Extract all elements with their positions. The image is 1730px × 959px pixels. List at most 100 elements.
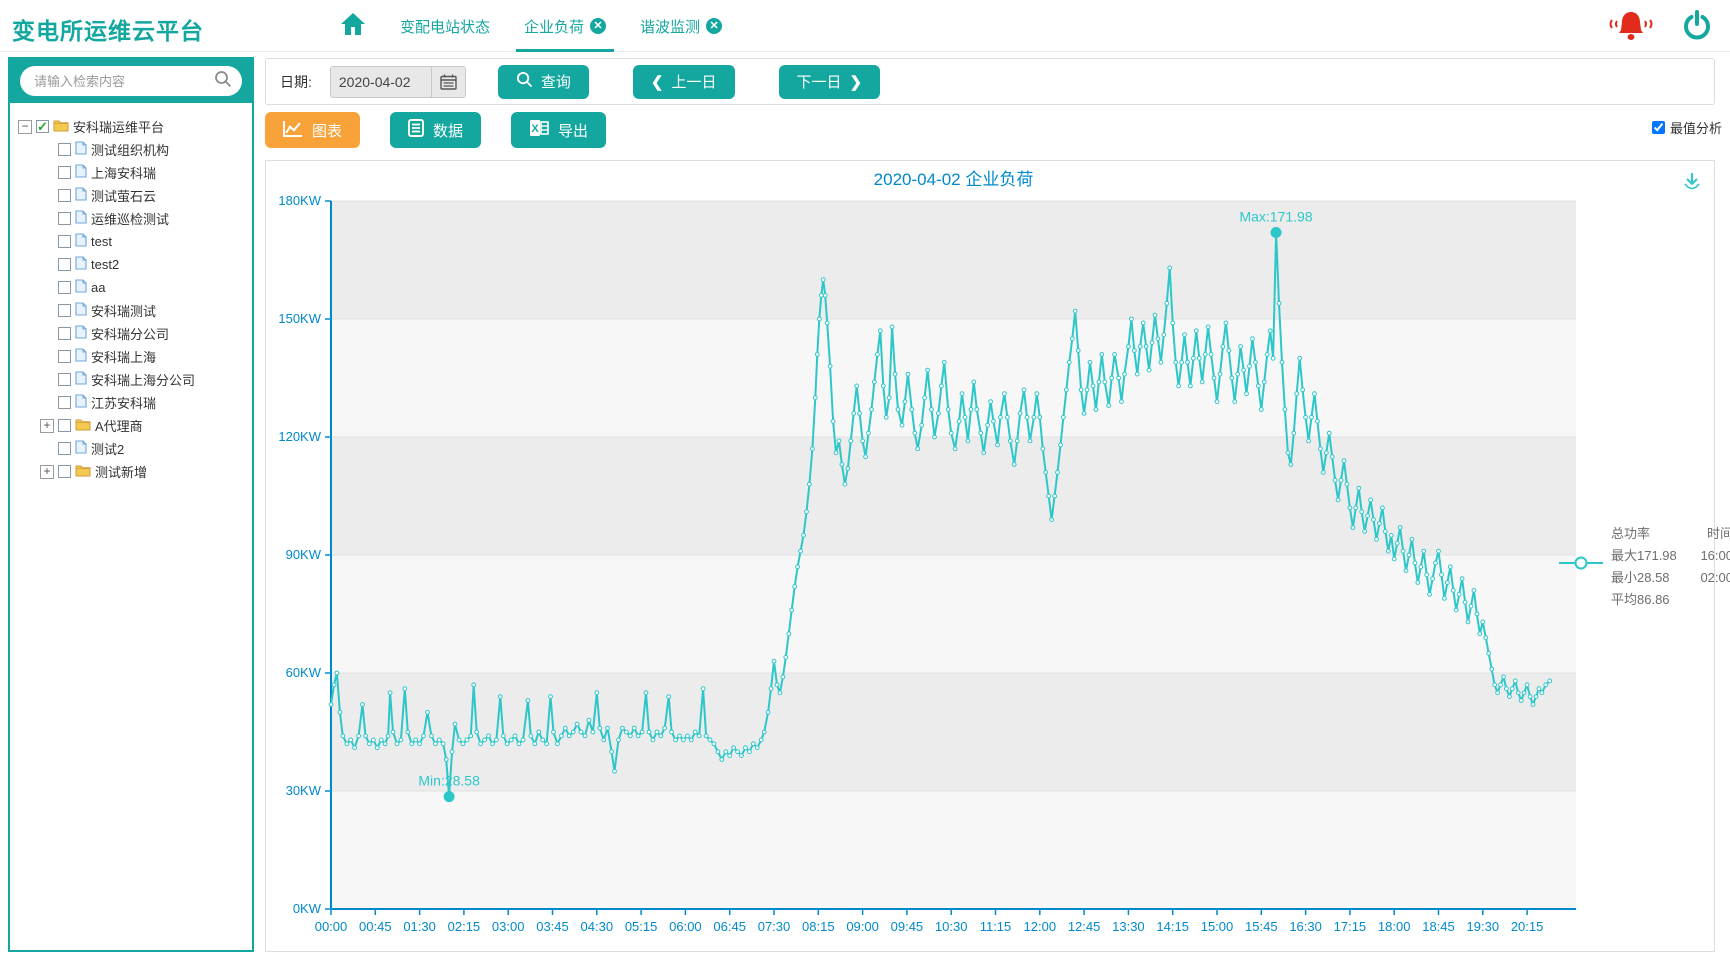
tree-checkbox[interactable] bbox=[58, 327, 71, 340]
data-point-marker bbox=[971, 379, 977, 385]
tree-checkbox[interactable] bbox=[58, 212, 71, 225]
tree-item[interactable]: aa bbox=[18, 276, 248, 299]
tree-item[interactable]: test bbox=[18, 230, 248, 253]
tree-checkbox[interactable] bbox=[58, 465, 71, 478]
tree-checkbox[interactable] bbox=[58, 235, 71, 248]
tree-item[interactable]: 安科瑞测试 bbox=[18, 299, 248, 322]
data-point-marker bbox=[1456, 591, 1462, 597]
data-point-marker bbox=[895, 407, 901, 412]
tree-item[interactable]: + A代理商 bbox=[18, 414, 248, 437]
next-day-button[interactable]: 下一日 ❯ bbox=[778, 64, 881, 99]
data-point-marker bbox=[1471, 588, 1477, 593]
tree-item[interactable]: 上海安科瑞 bbox=[18, 161, 248, 184]
tree-checkbox[interactable] bbox=[36, 119, 49, 135]
data-point-marker bbox=[836, 438, 842, 444]
data-point-marker bbox=[743, 745, 748, 751]
file-icon bbox=[75, 394, 87, 411]
nav-tab[interactable]: 变配电站状态 bbox=[400, 0, 490, 52]
home-icon[interactable] bbox=[340, 12, 366, 41]
tree-item[interactable]: + 测试新增 bbox=[18, 460, 248, 483]
date-input[interactable] bbox=[330, 66, 431, 97]
tree-checkbox[interactable] bbox=[58, 304, 71, 317]
data-point-marker bbox=[754, 745, 760, 751]
tree-checkbox[interactable] bbox=[58, 166, 71, 179]
data-point-marker bbox=[771, 658, 777, 664]
nav-tab[interactable]: 谐波监测 ✕ bbox=[640, 0, 723, 52]
data-point-marker bbox=[985, 422, 990, 428]
tree-item[interactable]: 测试2 bbox=[18, 437, 248, 460]
data-point-marker bbox=[508, 737, 514, 743]
query-button[interactable]: 查询 bbox=[497, 64, 589, 99]
nav-tab[interactable]: 企业负荷 ✕ bbox=[516, 0, 615, 52]
data-point-marker bbox=[1436, 548, 1441, 554]
data-view-button[interactable]: 数据 bbox=[390, 112, 482, 148]
data-point-marker bbox=[1507, 694, 1512, 699]
data-point-marker bbox=[816, 316, 822, 322]
max-analysis-label: 最值分析 bbox=[1670, 121, 1723, 136]
data-point-marker bbox=[783, 654, 789, 660]
data-point-marker bbox=[500, 733, 506, 739]
data-point-marker bbox=[915, 446, 921, 452]
export-button[interactable]: X 导出 bbox=[511, 112, 607, 148]
close-icon[interactable]: ✕ bbox=[706, 18, 723, 34]
data-point-marker bbox=[1388, 532, 1394, 538]
data-point-marker bbox=[820, 277, 826, 283]
data-point-marker bbox=[939, 383, 944, 389]
tree-checkbox[interactable] bbox=[58, 258, 71, 271]
tree-item[interactable]: 安科瑞分公司 bbox=[18, 322, 248, 345]
data-point-marker bbox=[464, 737, 470, 743]
data-point-marker bbox=[1267, 328, 1273, 334]
tree-item[interactable]: 安科瑞上海 bbox=[18, 345, 248, 368]
tree-item[interactable]: 江苏安科瑞 bbox=[18, 391, 248, 414]
data-point-marker bbox=[854, 383, 860, 389]
data-point-marker bbox=[1229, 375, 1235, 381]
tree-checkbox[interactable] bbox=[58, 350, 71, 363]
calendar-icon[interactable] bbox=[430, 66, 465, 97]
tree-item[interactable]: 运维巡检测试 bbox=[18, 207, 248, 230]
data-point-marker bbox=[497, 694, 503, 699]
tree-checkbox[interactable] bbox=[58, 373, 71, 386]
nav-tab-label: 企业负荷 bbox=[524, 18, 585, 36]
expand-icon[interactable]: + bbox=[40, 418, 54, 433]
data-point-marker bbox=[1087, 359, 1093, 365]
tree-item[interactable]: 测试组织机构 bbox=[18, 138, 248, 161]
tree-checkbox[interactable] bbox=[58, 442, 71, 455]
data-point-marker bbox=[795, 564, 800, 570]
tree-checkbox[interactable] bbox=[58, 143, 71, 156]
data-point-marker bbox=[1241, 367, 1246, 373]
summary-row: 最大171.98 16:00 bbox=[1611, 545, 1730, 567]
max-analysis-checkbox[interactable] bbox=[1652, 121, 1665, 134]
data-point-marker bbox=[1533, 694, 1539, 699]
prev-day-label: 上一日 bbox=[671, 74, 717, 91]
prev-day-button[interactable]: ❮ 上一日 bbox=[632, 64, 735, 99]
tree-item[interactable]: 安科瑞上海分公司 bbox=[18, 368, 248, 391]
legend-marker-icon[interactable] bbox=[1559, 555, 1603, 611]
search-icon[interactable] bbox=[214, 70, 232, 93]
data-point-marker bbox=[394, 741, 400, 747]
download-icon[interactable] bbox=[1682, 171, 1702, 196]
chart-view-button[interactable]: 图表 bbox=[265, 112, 361, 148]
tree-checkbox[interactable] bbox=[58, 189, 71, 202]
data-point-marker bbox=[1276, 300, 1282, 306]
data-point-marker bbox=[789, 607, 795, 613]
date-toolbar: 日期: 查询 ❮ 上一日 下一日 ❯ bbox=[265, 58, 1715, 105]
data-point-marker bbox=[536, 729, 542, 735]
max-point-marker bbox=[1270, 227, 1282, 239]
data-point-marker bbox=[1191, 355, 1196, 361]
tree-item[interactable]: − 安科瑞运维平台 bbox=[18, 115, 248, 138]
collapse-icon[interactable]: − bbox=[18, 119, 32, 134]
close-icon[interactable]: ✕ bbox=[590, 18, 607, 34]
tree-checkbox[interactable] bbox=[58, 419, 71, 432]
expand-icon[interactable]: + bbox=[40, 464, 54, 479]
tree-item[interactable]: test2 bbox=[18, 253, 248, 276]
search-input[interactable] bbox=[34, 73, 214, 89]
data-point-marker bbox=[700, 686, 706, 692]
tree-item[interactable]: 测试萤石云 bbox=[18, 184, 248, 207]
tree-checkbox[interactable] bbox=[58, 281, 71, 294]
y-tick-label: 30KW bbox=[286, 783, 322, 798]
data-point-marker bbox=[516, 741, 522, 747]
power-icon[interactable] bbox=[1682, 10, 1712, 47]
tree-checkbox[interactable] bbox=[58, 396, 71, 409]
alarm-bell-icon[interactable] bbox=[1606, 8, 1656, 49]
